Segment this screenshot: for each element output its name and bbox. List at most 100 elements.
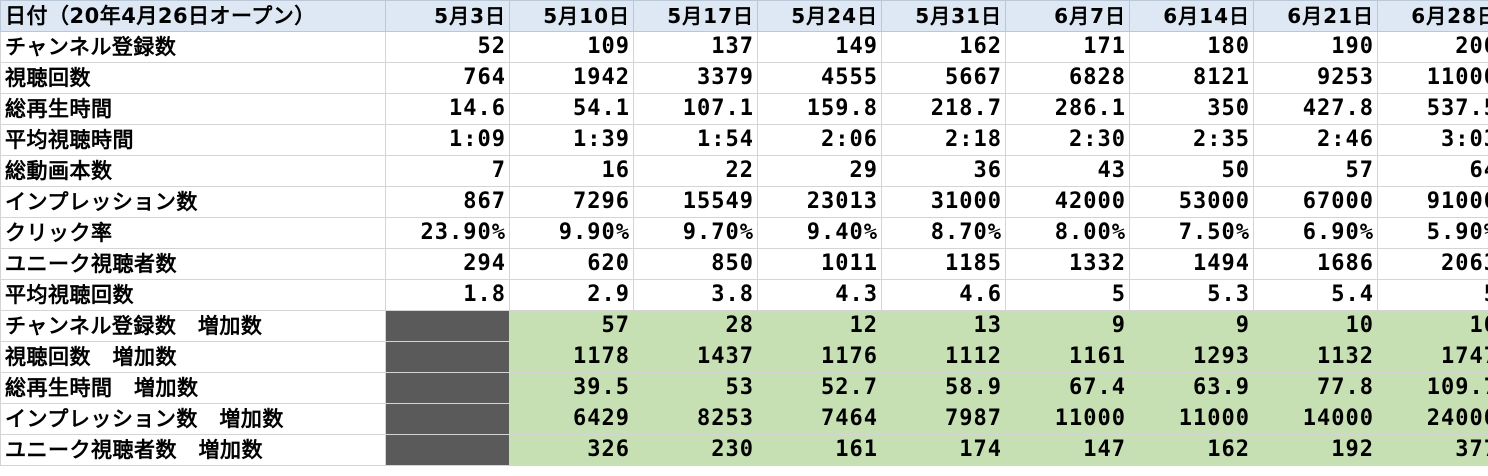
value-cell[interactable]: 22 — [633, 155, 758, 187]
row-label-cell[interactable]: チャンネル登録数 — [0, 31, 386, 63]
increase-value-cell[interactable]: 326 — [509, 434, 634, 466]
value-cell[interactable]: 4555 — [757, 62, 882, 94]
value-cell[interactable]: 1686 — [1253, 248, 1378, 280]
increase-value-cell[interactable]: 9 — [1005, 310, 1130, 342]
row-label-cell[interactable]: 平均視聴時間 — [0, 124, 386, 156]
value-cell[interactable]: 7296 — [509, 186, 634, 218]
value-cell[interactable]: 53000 — [1129, 186, 1254, 218]
increase-value-cell[interactable]: 77.8 — [1253, 372, 1378, 404]
increase-value-cell[interactable]: 10 — [1377, 310, 1488, 342]
row-label-cell[interactable]: 視聴回数 — [0, 62, 386, 94]
value-cell[interactable]: 57 — [1253, 155, 1378, 187]
value-cell[interactable]: 1332 — [1005, 248, 1130, 280]
increase-value-cell[interactable]: 13 — [881, 310, 1006, 342]
increase-value-cell[interactable]: 14000 — [1253, 403, 1378, 435]
header-date-cell[interactable]: 5月10日 — [509, 0, 634, 32]
value-cell[interactable]: 15549 — [633, 186, 758, 218]
value-cell[interactable]: 8121 — [1129, 62, 1254, 94]
value-cell[interactable]: 50 — [1129, 155, 1254, 187]
row-label-cell[interactable]: インプレッション数 — [0, 186, 386, 218]
empty-cell[interactable] — [385, 310, 510, 342]
value-cell[interactable]: 8.00% — [1005, 217, 1130, 249]
value-cell[interactable]: 190 — [1253, 31, 1378, 63]
empty-cell[interactable] — [385, 341, 510, 373]
value-cell[interactable]: 16 — [509, 155, 634, 187]
value-cell[interactable]: 1:09 — [385, 124, 510, 156]
row-label-cell[interactable]: クリック率 — [0, 217, 386, 249]
value-cell[interactable]: 5.3 — [1129, 279, 1254, 311]
value-cell[interactable]: 29 — [757, 155, 882, 187]
increase-value-cell[interactable]: 57 — [509, 310, 634, 342]
row-label-cell[interactable]: 総再生時間 — [0, 93, 386, 125]
increase-value-cell[interactable]: 24000 — [1377, 403, 1488, 435]
value-cell[interactable]: 1.8 — [385, 279, 510, 311]
value-cell[interactable]: 137 — [633, 31, 758, 63]
increase-value-cell[interactable]: 161 — [757, 434, 882, 466]
header-date-cell[interactable]: 5月24日 — [757, 0, 882, 32]
increase-value-cell[interactable]: 67.4 — [1005, 372, 1130, 404]
increase-value-cell[interactable]: 52.7 — [757, 372, 882, 404]
increase-value-cell[interactable]: 1161 — [1005, 341, 1130, 373]
row-label-cell[interactable]: チャンネル登録数 増加数 — [0, 310, 386, 342]
value-cell[interactable]: 52 — [385, 31, 510, 63]
value-cell[interactable]: 294 — [385, 248, 510, 280]
increase-value-cell[interactable]: 1437 — [633, 341, 758, 373]
increase-value-cell[interactable]: 28 — [633, 310, 758, 342]
increase-value-cell[interactable]: 1293 — [1129, 341, 1254, 373]
header-date-cell[interactable]: 5月31日 — [881, 0, 1006, 32]
empty-cell[interactable] — [385, 372, 510, 404]
increase-value-cell[interactable]: 1112 — [881, 341, 1006, 373]
row-label-cell[interactable]: 平均視聴回数 — [0, 279, 386, 311]
value-cell[interactable]: 9.70% — [633, 217, 758, 249]
value-cell[interactable]: 64 — [1377, 155, 1488, 187]
value-cell[interactable]: 1185 — [881, 248, 1006, 280]
value-cell[interactable]: 5 — [1377, 279, 1488, 311]
increase-value-cell[interactable]: 7987 — [881, 403, 1006, 435]
increase-value-cell[interactable]: 1178 — [509, 341, 634, 373]
value-cell[interactable]: 9.40% — [757, 217, 882, 249]
value-cell[interactable]: 9.90% — [509, 217, 634, 249]
value-cell[interactable]: 6.90% — [1253, 217, 1378, 249]
header-date-cell[interactable]: 5月17日 — [633, 0, 758, 32]
value-cell[interactable]: 23013 — [757, 186, 882, 218]
value-cell[interactable]: 7 — [385, 155, 510, 187]
increase-value-cell[interactable]: 10 — [1253, 310, 1378, 342]
value-cell[interactable]: 2:46 — [1253, 124, 1378, 156]
header-label-cell[interactable]: 日付（20年4月26日オープン） — [0, 0, 386, 32]
row-label-cell[interactable]: 視聴回数 増加数 — [0, 341, 386, 373]
row-label-cell[interactable]: 総再生時間 増加数 — [0, 372, 386, 404]
value-cell[interactable]: 14.6 — [385, 93, 510, 125]
value-cell[interactable]: 91000 — [1377, 186, 1488, 218]
row-label-cell[interactable]: ユニーク視聴者数 増加数 — [0, 434, 386, 466]
increase-value-cell[interactable]: 1132 — [1253, 341, 1378, 373]
value-cell[interactable]: 180 — [1129, 31, 1254, 63]
increase-value-cell[interactable]: 162 — [1129, 434, 1254, 466]
value-cell[interactable]: 1494 — [1129, 248, 1254, 280]
value-cell[interactable]: 43 — [1005, 155, 1130, 187]
value-cell[interactable]: 2063 — [1377, 248, 1488, 280]
row-label-cell[interactable]: ユニーク視聴者数 — [0, 248, 386, 280]
header-date-cell[interactable]: 6月21日 — [1253, 0, 1378, 32]
value-cell[interactable]: 850 — [633, 248, 758, 280]
value-cell[interactable]: 36 — [881, 155, 1006, 187]
value-cell[interactable]: 537.5 — [1377, 93, 1488, 125]
increase-value-cell[interactable]: 174 — [881, 434, 1006, 466]
value-cell[interactable]: 764 — [385, 62, 510, 94]
value-cell[interactable]: 11000 — [1377, 62, 1488, 94]
value-cell[interactable]: 7.50% — [1129, 217, 1254, 249]
value-cell[interactable]: 4.6 — [881, 279, 1006, 311]
empty-cell[interactable] — [385, 403, 510, 435]
value-cell[interactable]: 3:03 — [1377, 124, 1488, 156]
value-cell[interactable]: 1942 — [509, 62, 634, 94]
increase-value-cell[interactable]: 377 — [1377, 434, 1488, 466]
increase-value-cell[interactable]: 7464 — [757, 403, 882, 435]
value-cell[interactable]: 8.70% — [881, 217, 1006, 249]
value-cell[interactable]: 54.1 — [509, 93, 634, 125]
value-cell[interactable]: 42000 — [1005, 186, 1130, 218]
increase-value-cell[interactable]: 8253 — [633, 403, 758, 435]
increase-value-cell[interactable]: 11000 — [1129, 403, 1254, 435]
value-cell[interactable]: 620 — [509, 248, 634, 280]
increase-value-cell[interactable]: 63.9 — [1129, 372, 1254, 404]
value-cell[interactable]: 200 — [1377, 31, 1488, 63]
value-cell[interactable]: 171 — [1005, 31, 1130, 63]
